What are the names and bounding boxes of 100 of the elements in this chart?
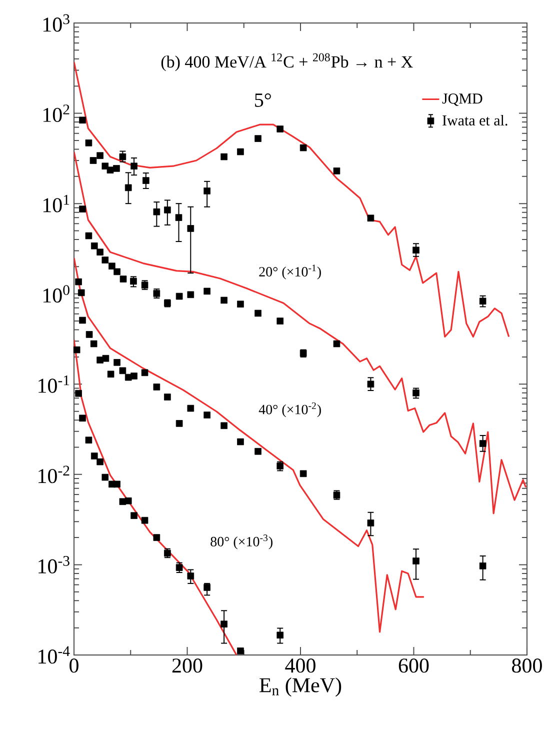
point [412, 246, 420, 254]
point [90, 340, 98, 348]
point [130, 162, 138, 170]
point [187, 404, 194, 412]
point [153, 208, 160, 216]
y-tick-label: 10$^{1}$ [43, 194, 70, 212]
point [164, 206, 171, 214]
point [176, 420, 183, 427]
point [479, 440, 486, 447]
point [187, 572, 194, 580]
annotation: 5° [255, 93, 271, 107]
point [75, 390, 82, 397]
point [204, 412, 210, 418]
point [176, 564, 183, 571]
line-series [74, 257, 425, 633]
point [120, 276, 127, 282]
point [187, 291, 194, 298]
point [175, 214, 182, 221]
point [102, 354, 110, 362]
point [79, 116, 86, 124]
point [114, 268, 120, 276]
point [204, 188, 210, 194]
line-series [74, 150, 527, 514]
point [367, 214, 374, 222]
point [107, 370, 114, 378]
point [276, 462, 284, 470]
x-tick-label: 200 [172, 658, 202, 673]
point [187, 225, 194, 232]
x-tick-label: 800 [512, 658, 542, 673]
point [412, 389, 420, 396]
point [176, 292, 183, 300]
point [86, 331, 93, 338]
point [96, 248, 104, 256]
point [119, 153, 126, 160]
point [113, 165, 120, 172]
point [153, 534, 160, 541]
x-tick-label: 0 [70, 658, 78, 673]
point [276, 318, 284, 324]
point [102, 474, 109, 481]
point [130, 372, 138, 380]
y-tick-label: 10$^{2}$ [43, 104, 70, 122]
point [90, 452, 98, 460]
point [85, 139, 92, 146]
point [479, 298, 486, 305]
x-tick-label: 400 [285, 658, 316, 673]
point [220, 620, 228, 628]
x-axis-title: E$_{n}$ (MeV) [260, 678, 342, 697]
point [96, 458, 104, 466]
point [119, 498, 126, 506]
point [276, 632, 284, 639]
y-tick-label: 10$^{0}$ [43, 285, 70, 303]
point [124, 184, 132, 192]
point [237, 300, 244, 308]
point [254, 135, 262, 142]
legend-label: Iwata et al. [442, 114, 508, 126]
y-tick-label: 10$^{-2}$ [38, 466, 70, 484]
point [96, 152, 104, 159]
point [75, 278, 82, 286]
point [237, 148, 244, 156]
annotation: 40° (×10$^{-2}$) [258, 402, 321, 418]
y-tick-label: 10$^{3}$ [43, 14, 70, 32]
point [114, 359, 120, 366]
point [412, 558, 420, 564]
point [333, 168, 340, 174]
point [142, 177, 150, 184]
point [141, 516, 148, 524]
point [130, 512, 138, 519]
legend-label: JQMD [442, 94, 482, 106]
point [220, 296, 228, 304]
x-tick-label: 600 [398, 658, 429, 673]
point [119, 367, 126, 374]
point [79, 316, 86, 324]
point [124, 497, 132, 504]
point [73, 346, 80, 354]
point [479, 562, 486, 570]
point [254, 310, 262, 317]
point [141, 369, 148, 376]
annotation: 80° (×10$^{-3}$) [210, 534, 272, 550]
point [85, 232, 92, 240]
point [367, 520, 374, 526]
point [237, 648, 244, 654]
point [220, 422, 228, 430]
point [79, 414, 86, 422]
point [254, 448, 262, 455]
annotation: 20° (×10$^{-1}$) [259, 264, 321, 280]
point [85, 436, 92, 444]
point [367, 380, 374, 388]
point [102, 256, 109, 264]
annotation: (b) 400 MeV/A $^{12}$C + $^{208}$Pb → n + X [161, 53, 413, 72]
point [90, 242, 98, 250]
point [130, 278, 137, 285]
point [78, 289, 85, 296]
point [79, 206, 86, 212]
point [90, 157, 97, 164]
point [153, 384, 160, 390]
point [237, 438, 244, 446]
y-tick-label: 10$^{-3}$ [38, 556, 70, 574]
y-tick-label: 10$^{-1}$ [38, 375, 70, 393]
point [300, 144, 307, 152]
point [333, 340, 340, 348]
